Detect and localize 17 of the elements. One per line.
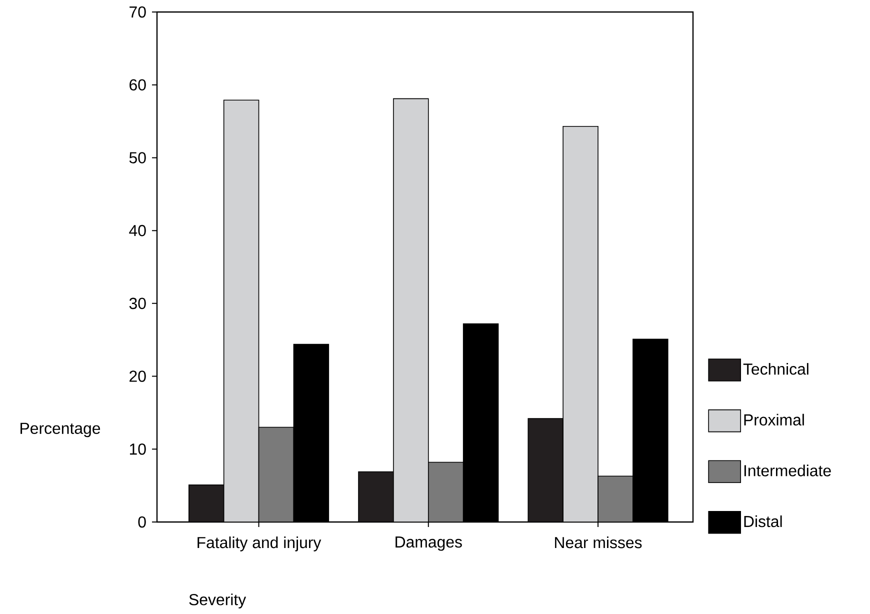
x-tick-label: Fatality and injury [198, 536, 322, 552]
legend-label: Technical [743, 363, 808, 375]
legend-label: Distal [744, 516, 782, 528]
legend-label: Proximal [744, 414, 804, 426]
y-tick-label: 0 [138, 516, 146, 528]
x-axis-title: Severity [189, 594, 246, 609]
y-tick-label: 20 [130, 370, 146, 382]
x-tick-label: Damages [396, 536, 462, 551]
y-tick-label: 60 [130, 79, 146, 91]
y-tick-label: 40 [129, 225, 146, 236]
y-tick-label: 50 [129, 152, 146, 164]
x-tick-label: Near misses [555, 536, 642, 548]
y-tick-label: 30 [129, 298, 146, 310]
y-tick-label: 10 [130, 444, 146, 455]
legend-label: Intermediate [744, 464, 831, 476]
y-axis-title: Percentage [20, 422, 100, 438]
y-tick-label: 70 [130, 6, 146, 18]
